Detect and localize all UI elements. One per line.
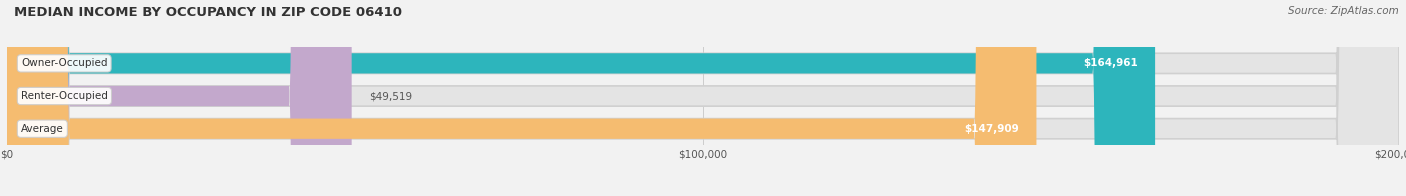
Text: $164,961: $164,961 — [1083, 58, 1137, 68]
FancyBboxPatch shape — [7, 0, 1399, 196]
FancyBboxPatch shape — [7, 0, 1036, 196]
Text: Renter-Occupied: Renter-Occupied — [21, 91, 108, 101]
Text: Owner-Occupied: Owner-Occupied — [21, 58, 107, 68]
Text: MEDIAN INCOME BY OCCUPANCY IN ZIP CODE 06410: MEDIAN INCOME BY OCCUPANCY IN ZIP CODE 0… — [14, 6, 402, 19]
FancyBboxPatch shape — [7, 0, 1399, 196]
Text: $147,909: $147,909 — [965, 124, 1019, 134]
Text: Source: ZipAtlas.com: Source: ZipAtlas.com — [1288, 6, 1399, 16]
FancyBboxPatch shape — [7, 0, 351, 196]
Text: Average: Average — [21, 124, 63, 134]
FancyBboxPatch shape — [7, 0, 1156, 196]
FancyBboxPatch shape — [7, 0, 1399, 196]
Text: $49,519: $49,519 — [368, 91, 412, 101]
